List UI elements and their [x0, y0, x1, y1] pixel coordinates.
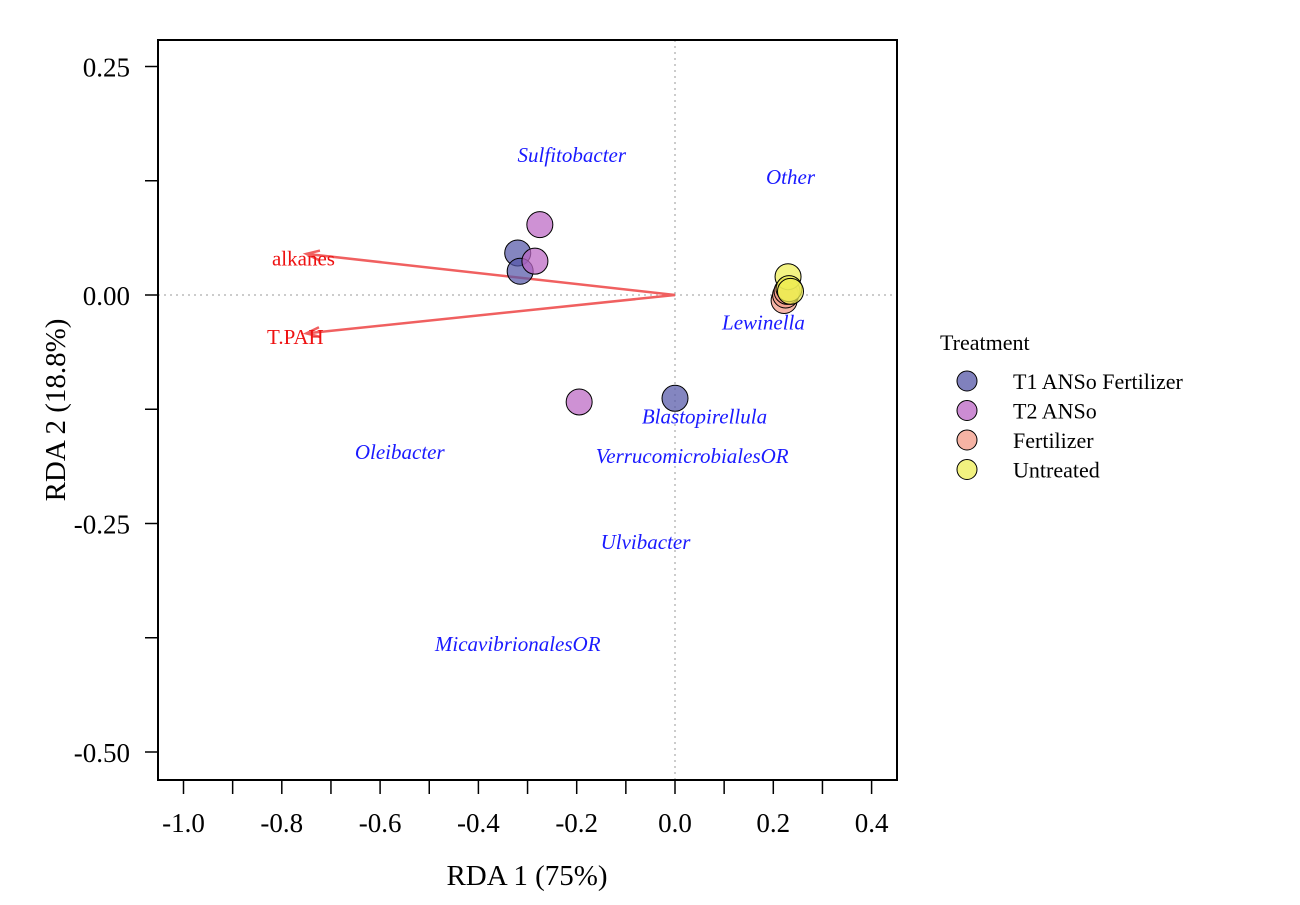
species-label: Blastopirellula — [642, 405, 767, 429]
plot-area — [158, 40, 897, 780]
env-vector-alkanes — [306, 252, 676, 297]
legend-title: Treatment — [940, 330, 1030, 355]
y-tick-label: 0.00 — [83, 281, 130, 311]
environmental-vectors: alkanes T.PAH — [267, 246, 676, 349]
x-axis: -1.0 -0.8 -0.6 -0.4 -0.2 0.0 0.2 0.4 — [162, 780, 889, 838]
legend: Treatment T1 ANSo Fertilizer T2 ANSo Ferti… — [940, 330, 1184, 483]
x-axis-title: RDA 1 (75%) — [446, 860, 607, 892]
sample-point — [521, 247, 549, 275]
legend-label: T2 ANSo — [1013, 399, 1097, 424]
y-tick-label: -0.25 — [74, 510, 130, 540]
species-label: Ulvibacter — [601, 530, 692, 554]
env-vector-label: T.PAH — [267, 325, 324, 349]
env-vector-label: alkanes — [272, 246, 335, 270]
x-tick-label: -0.8 — [260, 808, 303, 838]
sample-point — [777, 277, 805, 305]
legend-label: Untreated — [1013, 458, 1100, 483]
x-tick-label: -0.2 — [555, 808, 598, 838]
x-tick-label: -0.6 — [359, 808, 402, 838]
y-tick-label: 0.25 — [83, 53, 130, 83]
legend-swatch — [956, 429, 978, 451]
sample-points — [504, 211, 805, 416]
species-labels: Sulfitobacter Other Lewinella Blastopirellu… — [355, 143, 816, 656]
x-tick-label: 0.2 — [756, 808, 790, 838]
env-arrowhead — [302, 326, 321, 339]
x-tick-label: -1.0 — [162, 808, 205, 838]
legend-label: Fertilizer — [1013, 428, 1094, 453]
x-tick-label: 0.0 — [658, 808, 692, 838]
legend-swatch — [956, 459, 978, 480]
sample-point — [661, 384, 689, 412]
x-tick-label: -0.4 — [457, 808, 500, 838]
legend-swatch — [956, 400, 978, 421]
species-label: Other — [766, 165, 816, 189]
species-label: Lewinella — [721, 310, 805, 334]
sample-point — [526, 211, 554, 239]
sample-point — [565, 388, 593, 416]
env-arrowhead — [302, 249, 321, 262]
y-axis: 0.25 0.00 -0.25 -0.50 — [74, 53, 158, 768]
species-label: Oleibacter — [355, 440, 446, 464]
species-label: VerrucomicrobialesOR — [596, 444, 789, 468]
env-vector-t-pah — [306, 293, 676, 335]
x-tick-label: 0.4 — [855, 808, 889, 838]
legend-swatch — [956, 370, 978, 392]
species-label: MicavibrionalesOR — [434, 632, 601, 656]
y-tick-label: -0.50 — [74, 738, 130, 768]
y-axis-title: RDA 2 (18.8%) — [40, 319, 72, 502]
species-label: Sulfitobacter — [518, 143, 627, 167]
legend-label: T1 ANSo Fertilizer — [1013, 369, 1184, 394]
